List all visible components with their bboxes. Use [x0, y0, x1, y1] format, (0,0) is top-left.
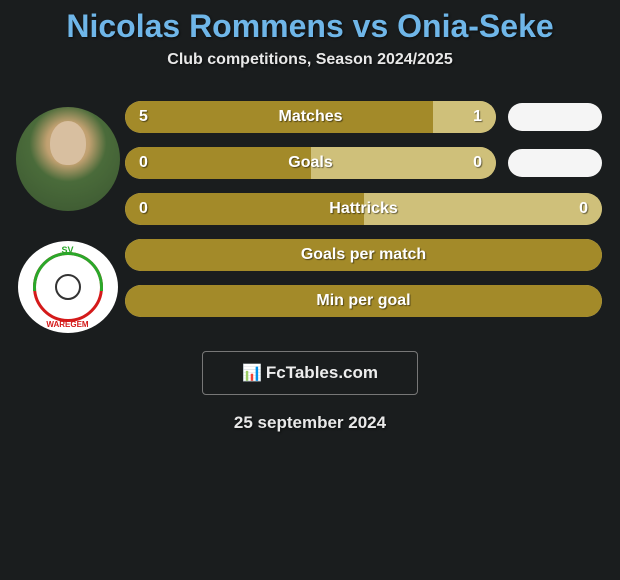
stat-label: Goals per match	[301, 246, 426, 264]
badge-ball-icon	[55, 274, 81, 300]
stat-left-value: 0	[139, 200, 148, 218]
stat-label: Min per goal	[316, 292, 410, 310]
stat-right-value: 0	[579, 200, 588, 218]
stat-row: 5 1 Matches	[125, 101, 602, 133]
stat-pill	[508, 149, 602, 177]
stat-label: Goals	[288, 154, 332, 172]
stat-right-value: 1	[473, 108, 482, 126]
stat-bar: Min per goal	[125, 285, 602, 317]
avatar-column: SV WAREGEM	[10, 97, 125, 333]
stats-column: 5 1 Matches 0 0 Goals 0 0 Hattricks Goals per mat…	[125, 97, 610, 317]
stat-row: Min per goal	[125, 285, 602, 317]
brand-chart-icon: 📊	[242, 363, 262, 383]
stat-bar-right: 1	[433, 101, 496, 133]
badge-text-bottom: WAREGEM	[46, 320, 88, 329]
subtitle: Club competitions, Season 2024/2025	[0, 51, 620, 97]
brand-box: 📊 FcTables.com	[202, 351, 418, 395]
stat-row: Goals per match	[125, 239, 602, 271]
stat-label: Matches	[278, 108, 342, 126]
stat-bar: Goals per match	[125, 239, 602, 271]
page-title: Nicolas Rommens vs Onia-Seke	[0, 0, 620, 51]
stat-row: 0 0 Hattricks	[125, 193, 602, 225]
stat-bar: 0 0 Hattricks	[125, 193, 602, 225]
stat-bar-right: 0	[311, 147, 497, 179]
stat-right-value: 0	[473, 154, 482, 172]
stat-row: 0 0 Goals	[125, 147, 602, 179]
stat-label: Hattricks	[329, 200, 397, 218]
stat-left-value: 0	[139, 154, 148, 172]
stat-left-value: 5	[139, 108, 148, 126]
stat-bar: 0 0 Goals	[125, 147, 496, 179]
main-content: SV WAREGEM 5 1 Matches 0 0 Goals 0 0 Hattricks Go…	[0, 97, 620, 333]
stat-pill	[508, 103, 602, 131]
stat-bar: 5 1 Matches	[125, 101, 496, 133]
stat-bar-left: 0	[125, 147, 311, 179]
date-text: 25 september 2024	[0, 413, 620, 433]
club-badge: SV WAREGEM	[18, 241, 118, 333]
stat-bar-left: 0	[125, 193, 364, 225]
player-avatar	[16, 107, 120, 211]
stat-bar-right: 0	[364, 193, 603, 225]
brand-text: FcTables.com	[266, 363, 378, 383]
